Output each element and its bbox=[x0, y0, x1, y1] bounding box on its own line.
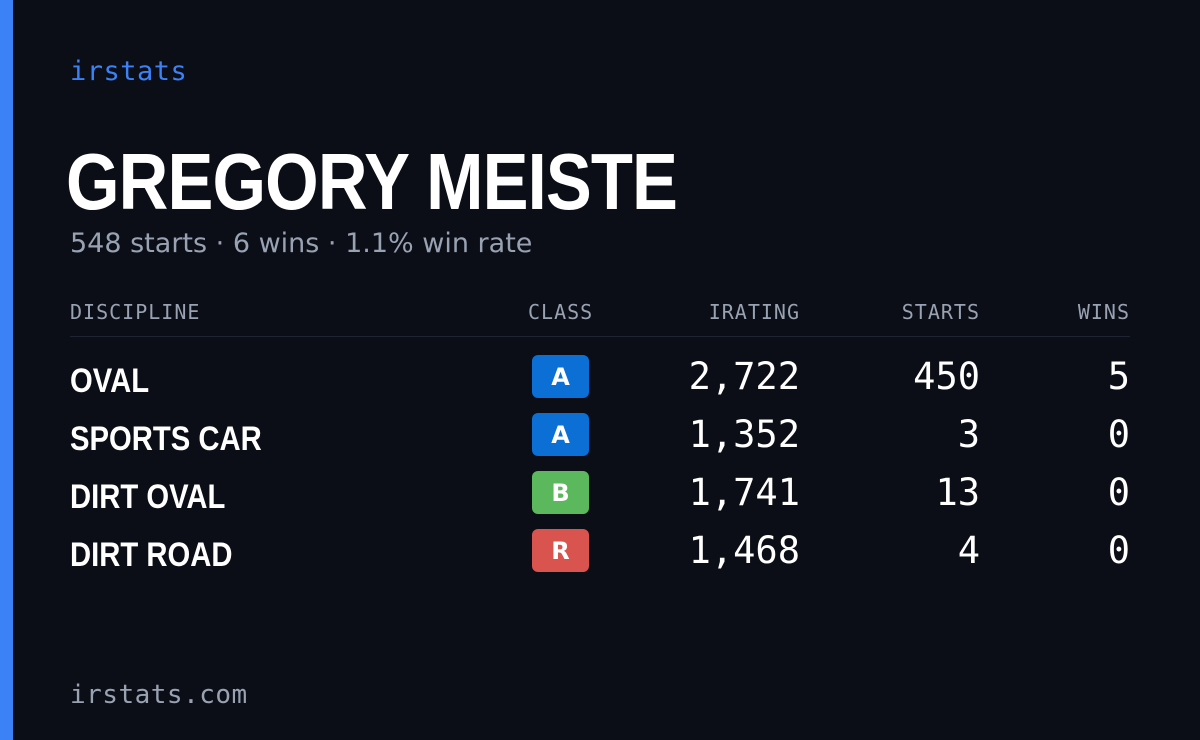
wins-value: 0 bbox=[1107, 413, 1130, 456]
irating-value: 1,468 bbox=[688, 529, 800, 572]
header-irating: IRATING bbox=[708, 300, 800, 324]
header-discipline: DISCIPLINE bbox=[70, 300, 201, 324]
class-badge: R bbox=[532, 529, 589, 572]
table-row: SPORTS CAR A 1,352 3 0 bbox=[70, 411, 1130, 469]
header-wins: WINS bbox=[1077, 300, 1130, 324]
wins-value: 0 bbox=[1107, 529, 1130, 572]
irating-value: 2,722 bbox=[688, 355, 800, 398]
starts-value: 4 bbox=[957, 529, 980, 572]
driver-summary: 548 starts · 6 wins · 1.1% win rate bbox=[70, 228, 533, 259]
table-row: OVAL A 2,722 450 5 bbox=[70, 353, 1130, 411]
starts-value: 13 bbox=[935, 471, 980, 514]
table-row: DIRT OVAL B 1,741 13 0 bbox=[70, 469, 1130, 527]
discipline-name: OVAL bbox=[70, 362, 150, 400]
table-body: OVAL A 2,722 450 5 SPORTS CAR A 1,352 3 … bbox=[70, 353, 1130, 585]
driver-name: GREGORY MEISTE bbox=[66, 137, 678, 226]
class-badge: A bbox=[532, 413, 589, 456]
wins-value: 5 bbox=[1107, 355, 1130, 398]
accent-bar bbox=[0, 0, 13, 740]
discipline-name: DIRT OVAL bbox=[70, 478, 226, 516]
discipline-name: DIRT ROAD bbox=[70, 536, 233, 574]
class-badge: A bbox=[532, 355, 589, 398]
footer-url: irstats.com bbox=[70, 680, 248, 710]
starts-value: 3 bbox=[957, 413, 980, 456]
class-badge: B bbox=[532, 471, 589, 514]
table-header: DISCIPLINE CLASS IRATING STARTS WINS bbox=[70, 296, 1130, 337]
discipline-name: SPORTS CAR bbox=[70, 420, 262, 458]
irating-value: 1,741 bbox=[688, 471, 800, 514]
brand-logo: irstats bbox=[70, 56, 188, 87]
stats-table: DISCIPLINE CLASS IRATING STARTS WINS OVA… bbox=[70, 296, 1130, 585]
irating-value: 1,352 bbox=[688, 413, 800, 456]
header-starts: STARTS bbox=[901, 300, 980, 324]
wins-value: 0 bbox=[1107, 471, 1130, 514]
starts-value: 450 bbox=[913, 355, 980, 398]
header-class: CLASS bbox=[528, 300, 594, 324]
table-row: DIRT ROAD R 1,468 4 0 bbox=[70, 527, 1130, 585]
